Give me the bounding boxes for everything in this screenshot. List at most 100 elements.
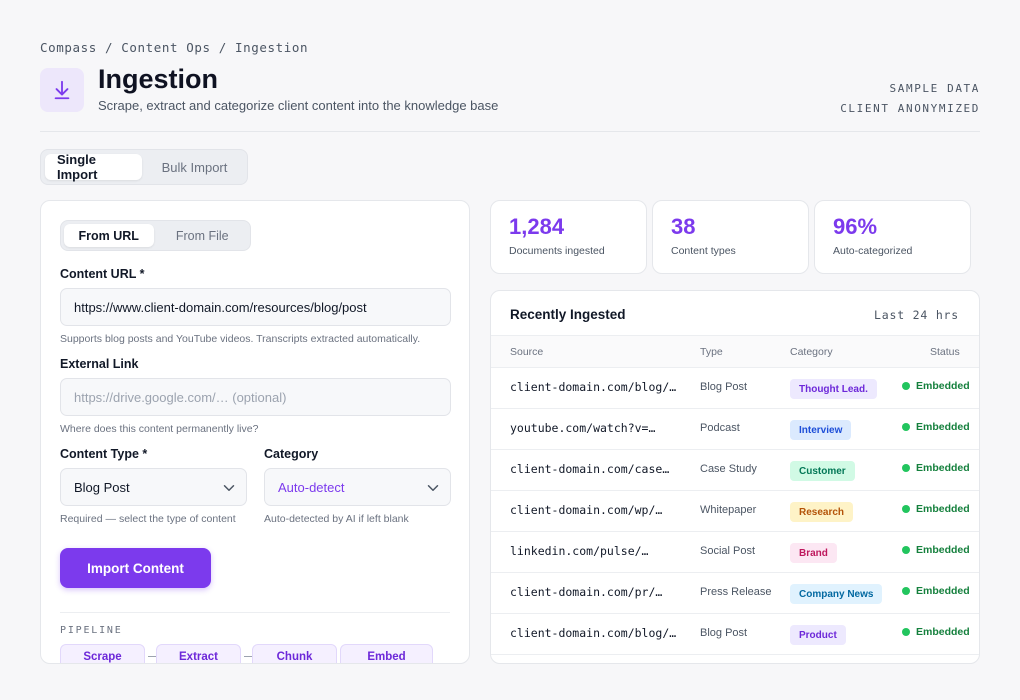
type-cell: Social Post	[700, 545, 756, 557]
status-badge: Embedded	[902, 380, 970, 392]
tab-from-url[interactable]: From URL	[64, 224, 154, 247]
column-source: Source	[510, 346, 544, 358]
status-text: Embedded	[916, 544, 970, 556]
page-title: Ingestion	[98, 64, 218, 94]
type-cell: Podcast	[700, 422, 740, 434]
tab-bulk-import[interactable]: Bulk Import	[161, 159, 228, 175]
stat-label: Auto-categorized	[833, 245, 913, 257]
status-badge: Embedded	[902, 462, 970, 474]
tab-single-import[interactable]: Single Import	[45, 152, 142, 182]
source-cell: youtube.com/watch?v=…	[510, 421, 656, 435]
status-text: Embedded	[916, 421, 970, 433]
import-form-card: From URL From File Content URL * https:/…	[40, 200, 470, 664]
status-dot-icon	[902, 628, 910, 636]
breadcrumb: Compass / Content Ops / Ingestion	[40, 40, 309, 55]
category-badge: Interview	[790, 420, 852, 440]
table-row[interactable]: linkedin.com/pulse/… Social Post Brand E…	[491, 532, 979, 573]
status-text: Embedded	[916, 380, 970, 392]
import-content-button[interactable]: Import Content	[60, 548, 211, 588]
column-status: Status	[930, 346, 960, 358]
table-row[interactable]: client-domain.com/case… Case Study Custo…	[491, 450, 979, 491]
time-range-label: Last 24 hrs	[874, 308, 959, 322]
category-help: Auto-detected by AI if left blank	[264, 513, 409, 525]
source-cell: client-domain.com/pr/…	[510, 585, 663, 599]
stat-label: Documents ingested	[509, 245, 605, 257]
chevron-down-icon	[223, 485, 235, 491]
external-link-help: Where does this content permanently live…	[60, 423, 259, 435]
stat-label: Content types	[671, 245, 736, 257]
status-dot-icon	[902, 587, 910, 595]
status-text: Embedded	[916, 503, 970, 515]
column-type: Type	[700, 346, 723, 358]
tab-from-file[interactable]: From File	[175, 228, 229, 243]
external-link-label: External Link	[60, 357, 139, 371]
external-link-input[interactable]: https://drive.google.com/… (optional)	[60, 378, 451, 416]
source-cell: linkedin.com/pulse/…	[510, 544, 649, 558]
status-dot-icon	[902, 423, 910, 431]
table-row[interactable]: client-domain.com/pr/… Press Release Com…	[491, 573, 979, 614]
pipeline-stage-scrape: Scrape	[60, 644, 145, 663]
status-text: Embedded	[916, 585, 970, 597]
client-anonymized-label: CLIENT ANONYMIZED	[840, 102, 980, 115]
stat-value: 96%	[833, 214, 878, 239]
chevron-down-icon	[427, 485, 439, 491]
table-row[interactable]: youtube.com/watch?v=… Podcast Interview …	[491, 409, 979, 450]
source-tabs: From URL From File	[60, 220, 251, 251]
page-icon	[40, 68, 84, 112]
table-row[interactable]: client-domain.com/blog/… Blog Post Thoug…	[491, 368, 979, 409]
status-dot-icon	[902, 382, 910, 390]
category-badge: Brand	[790, 543, 837, 563]
source-cell: client-domain.com/blog/…	[510, 380, 677, 394]
content-type-label: Content Type *	[60, 447, 148, 461]
source-cell: client-domain.com/case…	[510, 462, 670, 476]
content-url-input[interactable]: https://www.client-domain.com/resources/…	[60, 288, 451, 326]
pipeline-connector	[244, 656, 252, 657]
status-badge: Embedded	[902, 421, 970, 433]
download-icon	[54, 80, 70, 100]
status-text: Embedded	[916, 462, 970, 474]
type-cell: Press Release	[700, 586, 772, 598]
status-dot-icon	[902, 546, 910, 554]
status-badge: Embedded	[902, 503, 970, 515]
pipeline-stage-extract: Extract	[156, 644, 241, 663]
category-value: Auto-detect	[278, 479, 345, 495]
source-cell: client-domain.com/wp/…	[510, 503, 663, 517]
category-badge: Product	[790, 625, 846, 645]
data-notice: SAMPLE DATA CLIENT ANONYMIZED	[840, 79, 980, 119]
page-subtitle: Scrape, extract and categorize client co…	[98, 98, 499, 113]
pipeline-label: PIPELINE	[60, 625, 123, 636]
column-category: Category	[790, 346, 833, 358]
status-dot-icon	[902, 505, 910, 513]
category-label: Category	[264, 447, 319, 461]
content-url-help: Supports blog posts and YouTube videos. …	[60, 333, 421, 345]
type-cell: Blog Post	[700, 627, 748, 639]
status-badge: Embedded	[902, 585, 970, 597]
source-cell: client-domain.com/blog/…	[510, 626, 677, 640]
table-title: Recently Ingested	[510, 307, 626, 322]
status-text: Embedded	[916, 626, 970, 638]
category-badge: Company News	[790, 584, 883, 604]
status-badge: Embedded	[902, 544, 970, 556]
status-dot-icon	[902, 464, 910, 472]
pipeline-connector	[148, 656, 156, 657]
table-row[interactable]: client-domain.com/blog/… Blog Post Produ…	[491, 614, 979, 655]
table-row[interactable]: client-domain.com/wp/… Whitepaper Resear…	[491, 491, 979, 532]
content-url-label: Content URL *	[60, 267, 145, 281]
header-divider	[40, 131, 980, 132]
sample-data-label: SAMPLE DATA	[889, 82, 980, 95]
stat-card-documents: 1,284 Documents ingested	[490, 200, 647, 274]
content-type-select[interactable]: Blog Post	[60, 468, 247, 506]
type-cell: Blog Post	[700, 381, 748, 393]
stat-value: 1,284	[509, 214, 565, 239]
category-badge: Research	[790, 502, 854, 522]
pipeline-stage-chunk: Chunk	[252, 644, 337, 663]
category-badge: Thought Lead.	[790, 379, 877, 399]
stat-card-auto-categorized: 96% Auto-categorized	[814, 200, 971, 274]
import-mode-tabs: Single Import Bulk Import	[40, 149, 248, 185]
content-type-help: Required — select the type of content	[60, 513, 236, 525]
stat-value: 38	[671, 214, 696, 239]
pipeline-stage-embed: Embed	[340, 644, 433, 663]
recent-ingested-table: Recently Ingested Last 24 hrs Source Typ…	[490, 290, 980, 664]
category-select[interactable]: Auto-detect	[264, 468, 451, 506]
category-badge: Customer	[790, 461, 855, 481]
